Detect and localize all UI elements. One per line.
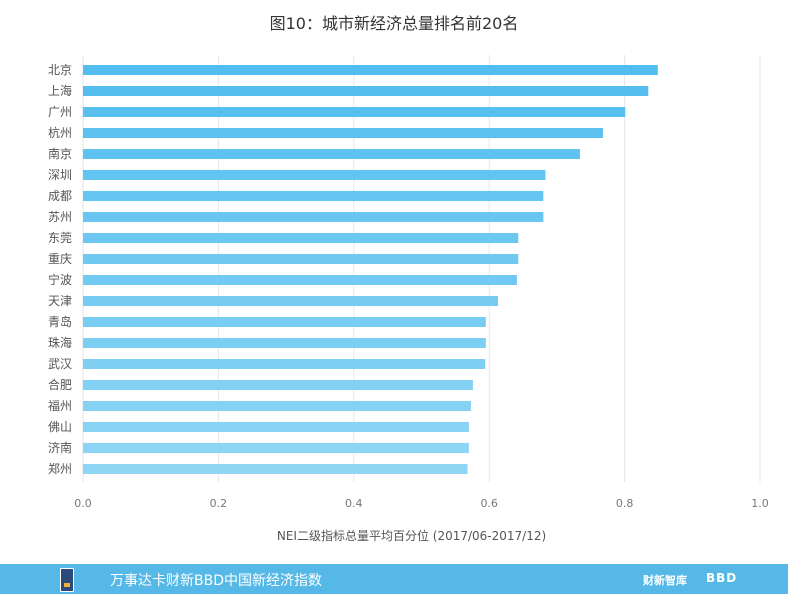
category-label: 重庆 <box>48 252 72 266</box>
category-label: 合肥 <box>48 377 72 392</box>
bar-13 <box>83 317 486 327</box>
x-tick-label: 0.2 <box>210 497 228 510</box>
category-label: 天津 <box>48 294 72 308</box>
category-label: 福州 <box>48 398 72 413</box>
chart-title: 图10：城市新经济总量排名前20名 <box>269 14 519 33</box>
bar-7 <box>83 191 544 201</box>
category-label: 珠海 <box>48 335 72 350</box>
x-tick-label: 0.4 <box>345 497 363 510</box>
bars <box>83 65 658 474</box>
category-label: 北京 <box>48 63 72 77</box>
category-label: 郑州 <box>48 461 72 476</box>
bar-3 <box>83 107 626 117</box>
x-tick-label: 0.8 <box>616 497 634 510</box>
bar-9 <box>83 233 519 243</box>
category-label: 杭州 <box>48 125 72 140</box>
bar-19 <box>83 443 469 453</box>
category-label: 青岛 <box>48 314 72 329</box>
bar-2 <box>83 86 649 96</box>
category-label: 广州 <box>48 105 72 119</box>
category-label: 成都 <box>48 189 72 203</box>
bar-15 <box>83 359 486 369</box>
x-tick-label: 1.0 <box>751 497 769 510</box>
category-label: 南京 <box>48 146 72 161</box>
category-label: 宁波 <box>48 272 72 287</box>
category-label: 上海 <box>48 83 72 98</box>
footer-text: 万事达卡财新BBD中国新经济指数 <box>110 573 322 589</box>
footer-banner: 万事达卡财新BBD中国新经济指数 财新智库 BBD <box>0 564 788 594</box>
x-tick-label: 0.6 <box>480 497 498 510</box>
category-label: 武汉 <box>48 357 72 371</box>
caixin-think-tank-logo: 财新智库 <box>643 574 687 587</box>
bar-6 <box>83 170 546 180</box>
bar-10 <box>83 254 519 264</box>
bar-16 <box>83 380 473 390</box>
category-label: 深圳 <box>48 168 72 182</box>
x-tick-labels: 0.0 0.2 0.4 0.6 0.8 1.0 <box>74 497 769 510</box>
bar-14 <box>83 338 486 348</box>
category-label: 东莞 <box>48 231 72 245</box>
bar-11 <box>83 275 517 285</box>
category-label: 济南 <box>48 440 72 455</box>
category-label: 苏州 <box>48 210 72 224</box>
bar-8 <box>83 212 544 222</box>
card-logo-icon <box>60 568 74 592</box>
bar-chart: 北京上海广州杭州南京深圳成都苏州东莞重庆宁波天津青岛珠海武汉合肥福州佛山济南郑州… <box>48 55 769 543</box>
bar-20 <box>83 464 468 474</box>
grid-lines <box>82 55 761 482</box>
bar-18 <box>83 422 469 432</box>
x-tick-label: 0.0 <box>74 497 92 510</box>
bar-12 <box>83 296 499 306</box>
bar-1 <box>83 65 658 75</box>
x-axis-label: NEI二级指标总量平均百分位 (2017/06-2017/12) <box>277 528 546 543</box>
bbd-logo: BBD <box>706 571 738 585</box>
category-label: 佛山 <box>48 420 72 434</box>
bar-17 <box>83 401 471 411</box>
bar-4 <box>83 128 603 138</box>
bar-5 <box>83 149 580 159</box>
